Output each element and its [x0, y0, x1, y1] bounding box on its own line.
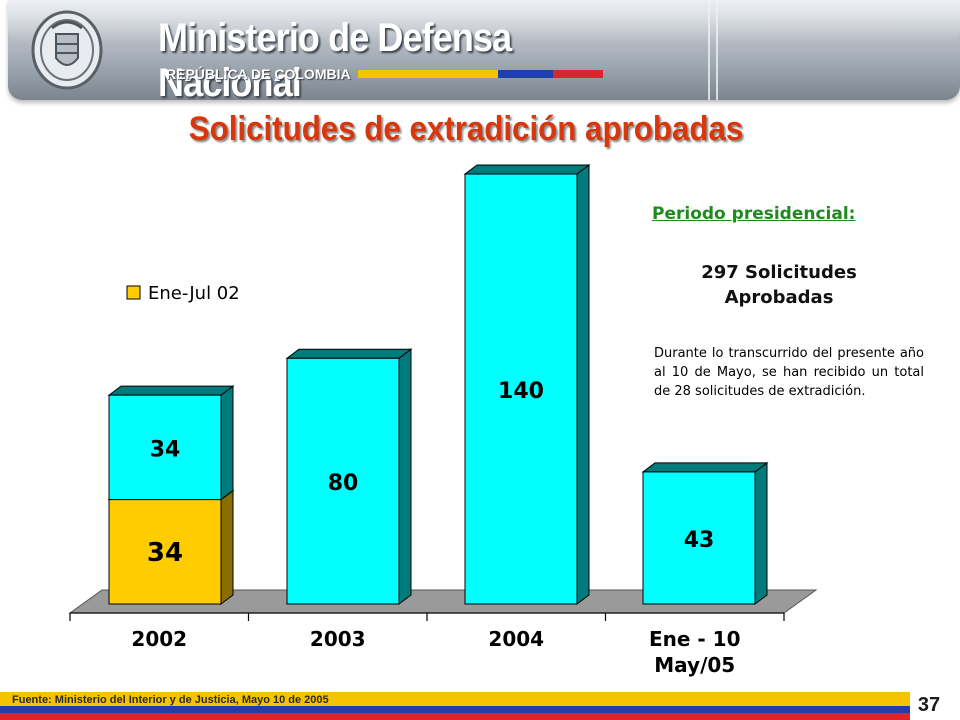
bar-0-0: [108, 499, 222, 605]
footer-stripe-yellow: [0, 692, 910, 706]
x-tick-label-3-1: May/05: [654, 653, 735, 677]
flag-stripe-red: [553, 70, 603, 78]
bar-2-1: [464, 173, 578, 605]
bar-1-1: [286, 357, 400, 605]
bar-side-0-0: [220, 489, 234, 605]
chart-bars: [107, 164, 769, 605]
x-tick-label-1-0: 2003: [310, 627, 366, 651]
legend-swatch: [126, 285, 141, 300]
chart-legend: Ene-Jul 02: [126, 283, 240, 304]
side-heading: Periodo presidencial:: [652, 204, 856, 224]
bar-top-3-1: [641, 462, 769, 473]
ministry-title: Ministerio de Defensa Nacional: [158, 16, 512, 105]
ministry-subtitle: REPÚBLICA DE COLOMBIA: [166, 66, 351, 82]
bar-3-1: [642, 471, 756, 605]
header-gloss: [8, 0, 960, 42]
footer-stripe-red: [0, 713, 910, 720]
x-tick-label-2-0: 2004: [488, 627, 544, 651]
side-total: 297 Solicitudes Aprobadas: [640, 260, 918, 310]
header-divider: [716, 0, 718, 100]
bar-top-2-1: [463, 164, 591, 175]
flag-stripe-yellow: [358, 70, 498, 78]
x-tick-label-3-0: Ene - 10: [649, 627, 741, 651]
side-total-line1: 297 Solicitudes: [701, 262, 857, 283]
coat-of-arms-icon: [31, 10, 103, 90]
side-note: Durante lo transcurrido del presente año…: [654, 346, 924, 399]
bar-side-2-1: [576, 164, 590, 605]
data-label-0-1: 34: [150, 437, 181, 462]
data-label-2-1: 140: [498, 379, 544, 404]
x-tick-label-0-0: 2002: [131, 627, 187, 651]
bar-side-3-1: [754, 461, 768, 605]
data-label-0-0: 34: [147, 538, 183, 568]
header-divider: [708, 0, 710, 100]
data-label-3-1: 43: [684, 528, 715, 553]
source-note: Fuente: Ministerio del Interior y de Jus…: [12, 694, 329, 706]
page-number: 37: [917, 694, 941, 716]
bar-side-0-1: [220, 385, 234, 501]
footer-stripe-blue: [0, 706, 910, 713]
data-label-1-1: 80: [328, 471, 359, 496]
bar-0-1: [108, 394, 222, 501]
header-banner: Ministerio de Defensa Nacional REPÚBLICA…: [8, 0, 960, 105]
bar-side-1-1: [398, 348, 412, 605]
flag-stripe-blue: [498, 70, 553, 78]
legend-label: Ene-Jul 02: [148, 283, 240, 304]
page-title: Solicitudes de extradición aprobadas: [188, 110, 744, 148]
bar-top-1-1: [285, 348, 413, 359]
side-total-line2: Aprobadas: [724, 287, 834, 308]
bar-top-0-1: [107, 385, 235, 396]
chart-data-labels: 34 34 80 140 43: [147, 379, 714, 568]
